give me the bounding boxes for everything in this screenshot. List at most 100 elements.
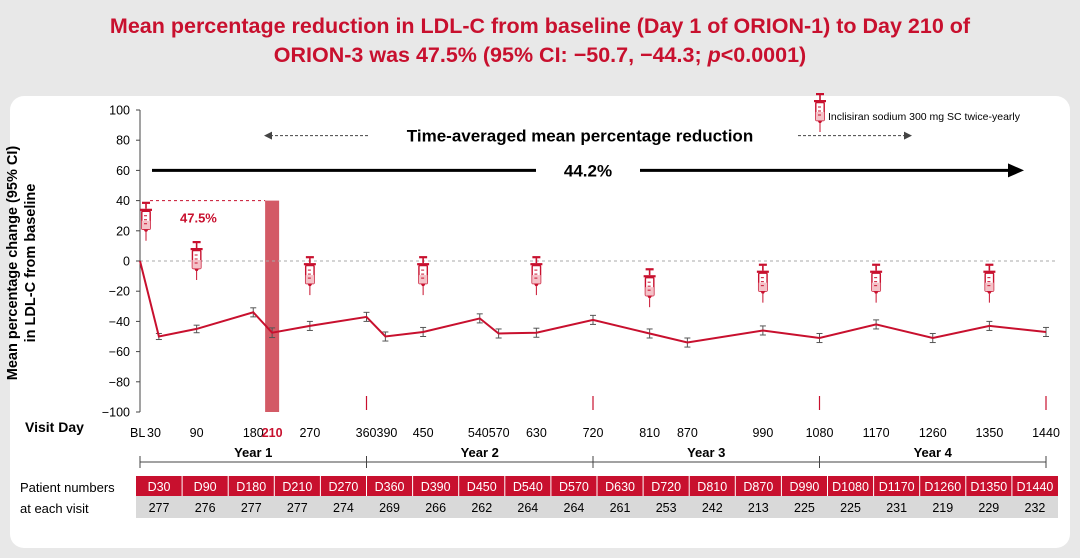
y-tick-label: −40 (109, 315, 130, 329)
year-label: Year 4 (914, 445, 953, 460)
x-tick-label: 570 (489, 426, 510, 440)
reduction-label: 47.5% (180, 211, 217, 226)
x-tick-label: 630 (526, 426, 547, 440)
patient-table-count: 276 (195, 501, 216, 515)
patient-table-visit: D1080 (832, 480, 869, 494)
legend-label: Inclisiran sodium 300 mg SC twice-yearly (828, 111, 1021, 123)
patient-table-visit: D360 (375, 480, 405, 494)
year-label: Year 3 (687, 445, 725, 460)
patient-table-visit: D30 (148, 480, 171, 494)
x-tick-label: 1350 (975, 426, 1003, 440)
time-averaged-right-arrowhead (904, 131, 912, 140)
x-tick-label: 90 (190, 426, 204, 440)
patient-table-count: 242 (702, 501, 723, 515)
time-averaged-label: Time-averaged mean percentage reduction (407, 127, 753, 146)
patient-table-visit: D870 (743, 480, 773, 494)
time-averaged-left-arrowhead (264, 131, 272, 140)
dose-syringe-icon (140, 201, 152, 241)
patient-table-visit: D1440 (1017, 480, 1054, 494)
x-tick-label: BL (130, 426, 145, 440)
patient-table-visit: D990 (790, 480, 820, 494)
y-tick-label: 100 (109, 104, 130, 118)
y-tick-label: −80 (109, 375, 130, 389)
x-tick-label: 180 (243, 426, 264, 440)
y-tick-label: 80 (116, 134, 130, 148)
x-tick-label: 390 (377, 426, 398, 440)
y-tick-label: −20 (109, 285, 130, 299)
year-label: Year 2 (461, 445, 499, 460)
patient-table-count: 274 (333, 501, 354, 515)
y-tick-label: 40 (116, 194, 130, 208)
x-tick-label: 360 (356, 426, 377, 440)
patient-table-visit: D570 (559, 480, 589, 494)
x-tick-label: 1080 (806, 426, 834, 440)
x-tick-label: 450 (413, 426, 434, 440)
mean-reduction-arrowhead (1008, 163, 1024, 178)
patient-table-count: 225 (840, 501, 861, 515)
x-tick-label: 1260 (919, 426, 947, 440)
patient-table-visit: D720 (651, 480, 681, 494)
headline-line-1: Mean percentage reduction in LDL-C from … (109, 14, 971, 38)
x-axis-label: Visit Day (25, 419, 84, 435)
patient-table-count: 266 (425, 501, 446, 515)
ldl-series-line (139, 260, 1047, 344)
y-tick-label: 0 (123, 255, 130, 269)
x-tick-label: 30 (147, 426, 161, 440)
headline-line-2: ORION-3 was 47.5% (95% CI: −50.7, −44.3;… (273, 43, 807, 67)
patient-table-count: 253 (656, 501, 677, 515)
patient-table-count: 264 (517, 501, 538, 515)
y-tick-label: 60 (116, 164, 130, 178)
y-tick-label: −60 (109, 345, 130, 359)
patient-table-count: 277 (241, 501, 262, 515)
patient-table-count: 269 (379, 501, 400, 515)
x-tick-label: 1440 (1032, 426, 1060, 440)
patient-table-visit: D180 (236, 480, 266, 494)
patient-table-count: 232 (1025, 501, 1046, 515)
patient-table-visit: D1170 (879, 480, 915, 494)
x-tick-label: 540 (468, 426, 489, 440)
patient-table-visit: D210 (282, 480, 312, 494)
patient-table-visit: D390 (421, 480, 451, 494)
patient-table-label-line-2: at each visit (20, 501, 89, 516)
dose-syringe-icon (530, 256, 543, 296)
dose-syringe-icon (983, 263, 996, 303)
dose-syringe-icon (870, 263, 883, 303)
patient-table-count: 262 (471, 501, 492, 515)
x-tick-label: 810 (639, 426, 660, 440)
y-tick-label: −100 (102, 406, 130, 420)
patient-table-visit: D540 (513, 480, 543, 494)
patient-table-visit: D810 (697, 480, 727, 494)
x-tick-label: 210 (262, 426, 283, 440)
x-tick-label: 720 (583, 426, 604, 440)
patient-table-visit: D450 (467, 480, 497, 494)
patient-table-visit: D1260 (924, 480, 961, 494)
dose-syringe-icon (417, 256, 430, 296)
year-label: Year 1 (234, 445, 272, 460)
patient-table-count: 229 (978, 501, 999, 515)
patient-table-count: 277 (287, 501, 308, 515)
patient-table-visit: D90 (194, 480, 217, 494)
legend-syringe-icon (814, 93, 826, 132)
patient-table-count: 264 (564, 501, 585, 515)
dose-syringe-icon (643, 268, 656, 308)
patient-table-visit: D630 (605, 480, 635, 494)
dose-syringe-icon (303, 256, 316, 296)
x-tick-label: 870 (677, 426, 698, 440)
patient-table-count-row (136, 496, 1058, 518)
dose-syringe-icon (756, 263, 769, 303)
highlight-bar-day-210 (265, 200, 280, 412)
dose-syringe-icon (190, 241, 203, 280)
y-tick-label: 20 (116, 224, 130, 238)
headline: Mean percentage reduction in LDL-C from … (0, 12, 1080, 70)
patient-table-count: 261 (610, 501, 631, 515)
x-tick-label: 1170 (863, 426, 890, 440)
patient-table-count: 225 (794, 501, 815, 515)
x-tick-label: 270 (299, 426, 320, 440)
x-tick-label: 990 (752, 426, 773, 440)
patient-table-count: 277 (149, 501, 170, 515)
time-averaged-value: 44.2% (564, 161, 612, 180)
patient-table-visit: D1350 (970, 480, 1007, 494)
patient-table-label-line-1: Patient numbers (20, 480, 115, 495)
patient-table-visit: D270 (329, 480, 359, 494)
